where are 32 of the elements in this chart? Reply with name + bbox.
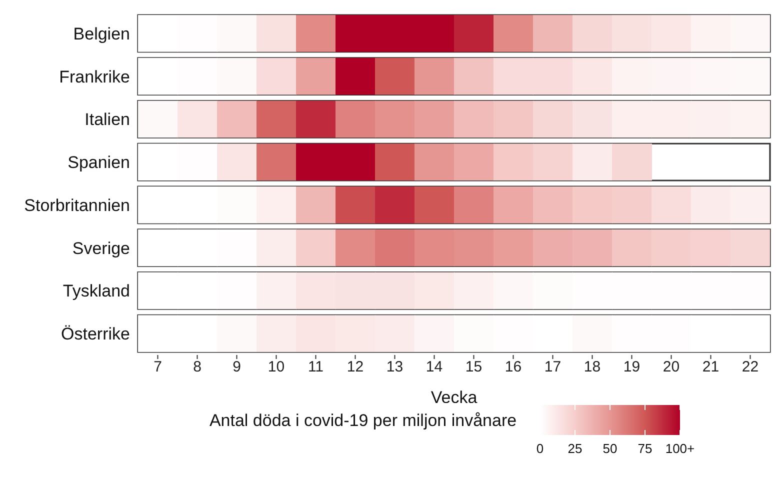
x-tick-label: 21: [702, 358, 720, 376]
color-bar-label: 75: [637, 441, 652, 456]
x-tick-label: 12: [346, 358, 364, 376]
x-tick-label: 8: [193, 358, 202, 376]
color-bar-title: Antal döda i covid-19 per miljon invånare: [209, 411, 517, 431]
x-tick-label: 15: [465, 358, 482, 376]
x-tick-label: 17: [544, 358, 562, 376]
x-tick-label: 16: [504, 358, 522, 376]
x-tick-label: 19: [623, 358, 640, 376]
colorbar: 0 25 50 75 100+: [524, 405, 695, 459]
color-bar-label: 25: [567, 441, 582, 456]
y-tick-label: Italien: [84, 110, 130, 130]
y-tick-label: Sverige: [72, 238, 130, 258]
color-bar-label: 0: [536, 441, 544, 456]
x-tick-label: 10: [268, 358, 285, 376]
x-tick-label: 18: [584, 358, 601, 376]
y-tick-label: Storbritannien: [24, 196, 130, 215]
x-tick-label: 22: [742, 358, 759, 376]
color-bar-label: 100+: [664, 441, 694, 456]
y-tick-label: Tyskland: [62, 282, 130, 301]
y-tick-label: Frankrike: [59, 67, 130, 86]
x-tick-label: 7: [154, 358, 162, 376]
x-tick-label: 20: [662, 358, 680, 376]
y-tick-label: Belgien: [73, 24, 130, 44]
x-tick-label: 14: [426, 358, 443, 376]
y-tick-label: Spanien: [68, 153, 130, 172]
y-tick-label: Österrike: [61, 324, 130, 344]
x-tick-label: 9: [232, 358, 241, 376]
x-tick-label: 11: [308, 358, 324, 376]
x-tick-label: 13: [386, 358, 404, 376]
color-bar-label: 50: [602, 441, 617, 456]
x-axis-title: Vecka: [430, 388, 478, 407]
